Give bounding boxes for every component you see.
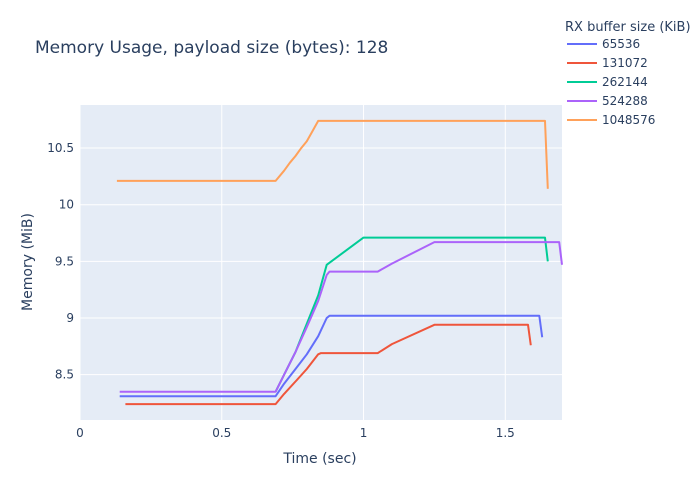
gridlines [79, 105, 562, 420]
y-tick-label: 10 [59, 198, 74, 212]
y-tick-label: 9 [66, 311, 74, 325]
legend-label: 65536 [602, 37, 640, 51]
plot-area [80, 105, 562, 420]
legend-label: 524288 [602, 94, 648, 108]
y-tick-label: 10.5 [47, 141, 74, 155]
series-line-524288 [119, 241, 563, 393]
y-tick-label: 8.5 [55, 368, 74, 382]
legend-title: RX buffer size (KiB) [565, 20, 691, 35]
series-line-65536 [119, 314, 544, 398]
x-tick-label: 1.5 [496, 426, 515, 440]
legend-item-1048576[interactable]: 1048576 [567, 113, 655, 127]
legend-item-65536[interactable]: 65536 [567, 37, 640, 51]
series-line-131072 [125, 323, 532, 406]
x-tick-label: 0.5 [212, 426, 231, 440]
x-tick-label: 1 [360, 426, 368, 440]
tick-labels: 0 0.5 1 1.5 8.5 9 9.5 10 10.5 [47, 141, 515, 440]
legend[interactable]: RX buffer size (KiB) 65536 131072 262144 52… [565, 20, 691, 127]
legend-label: 1048576 [602, 113, 655, 127]
y-axis-title: Memory (MiB) [20, 213, 36, 311]
y-tick-label: 9.5 [55, 254, 74, 268]
series-lines [116, 119, 563, 406]
x-axis-title: Time (sec) [282, 451, 356, 467]
legend-item-524288[interactable]: 524288 [567, 94, 648, 108]
legend-label: 131072 [602, 56, 648, 70]
chart-title: Memory Usage, payload size (bytes): 128 [35, 38, 388, 58]
legend-item-131072[interactable]: 131072 [567, 56, 648, 70]
series-line-1048576 [116, 119, 549, 189]
x-tick-label: 0 [76, 426, 84, 440]
legend-item-262144[interactable]: 262144 [567, 75, 648, 89]
legend-label: 262144 [602, 75, 648, 89]
